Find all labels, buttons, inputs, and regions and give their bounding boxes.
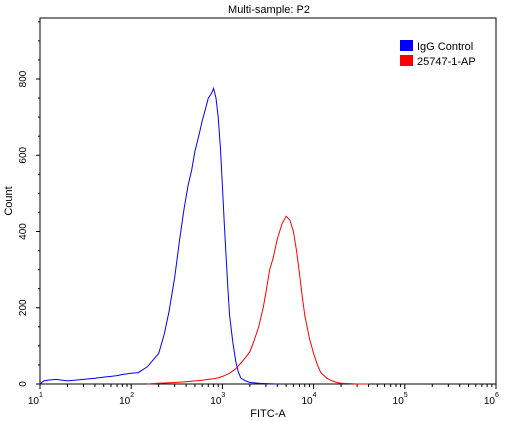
x-tick-exponent: 1: [39, 392, 43, 399]
legend-swatch-1: [400, 55, 413, 66]
y-axis-label: Count: [3, 186, 15, 215]
y-axis: 0 200 400 600 800: [18, 21, 40, 387]
x-tick-label: 10: [28, 396, 40, 407]
y-tick-label: 400: [18, 223, 29, 240]
x-tick-label: 10: [484, 396, 496, 407]
series-lines: [39, 86, 369, 385]
x-tick-label: 10: [119, 396, 131, 407]
chart-title: Multi-sample: P2: [228, 4, 310, 16]
x-tick-label: 10: [393, 396, 405, 407]
legend-label-0: IgG Control: [417, 41, 473, 53]
x-tick-exponent: 6: [495, 392, 499, 399]
series-line-0: [39, 86, 278, 385]
y-tick-label: 600: [18, 146, 29, 163]
x-tick-exponent: 4: [313, 392, 317, 399]
x-tick-label: 10: [301, 396, 313, 407]
plot-area: [39, 17, 497, 385]
x-axis-label: FITC-A: [250, 408, 286, 420]
legend-swatch-0: [400, 40, 413, 51]
series-line-1: [147, 215, 369, 385]
y-tick-label: 800: [18, 70, 29, 87]
x-tick-exponent: 3: [221, 392, 225, 399]
y-tick-label: 0: [18, 381, 29, 387]
legend: IgG Control 25747-1-AP: [400, 40, 476, 68]
legend-label-1: 25747-1-AP: [417, 56, 476, 68]
x-tick-exponent: 2: [130, 392, 134, 399]
y-tick-label: 200: [18, 299, 29, 316]
x-tick-label: 10: [210, 396, 222, 407]
x-tick-exponent: 5: [404, 392, 408, 399]
